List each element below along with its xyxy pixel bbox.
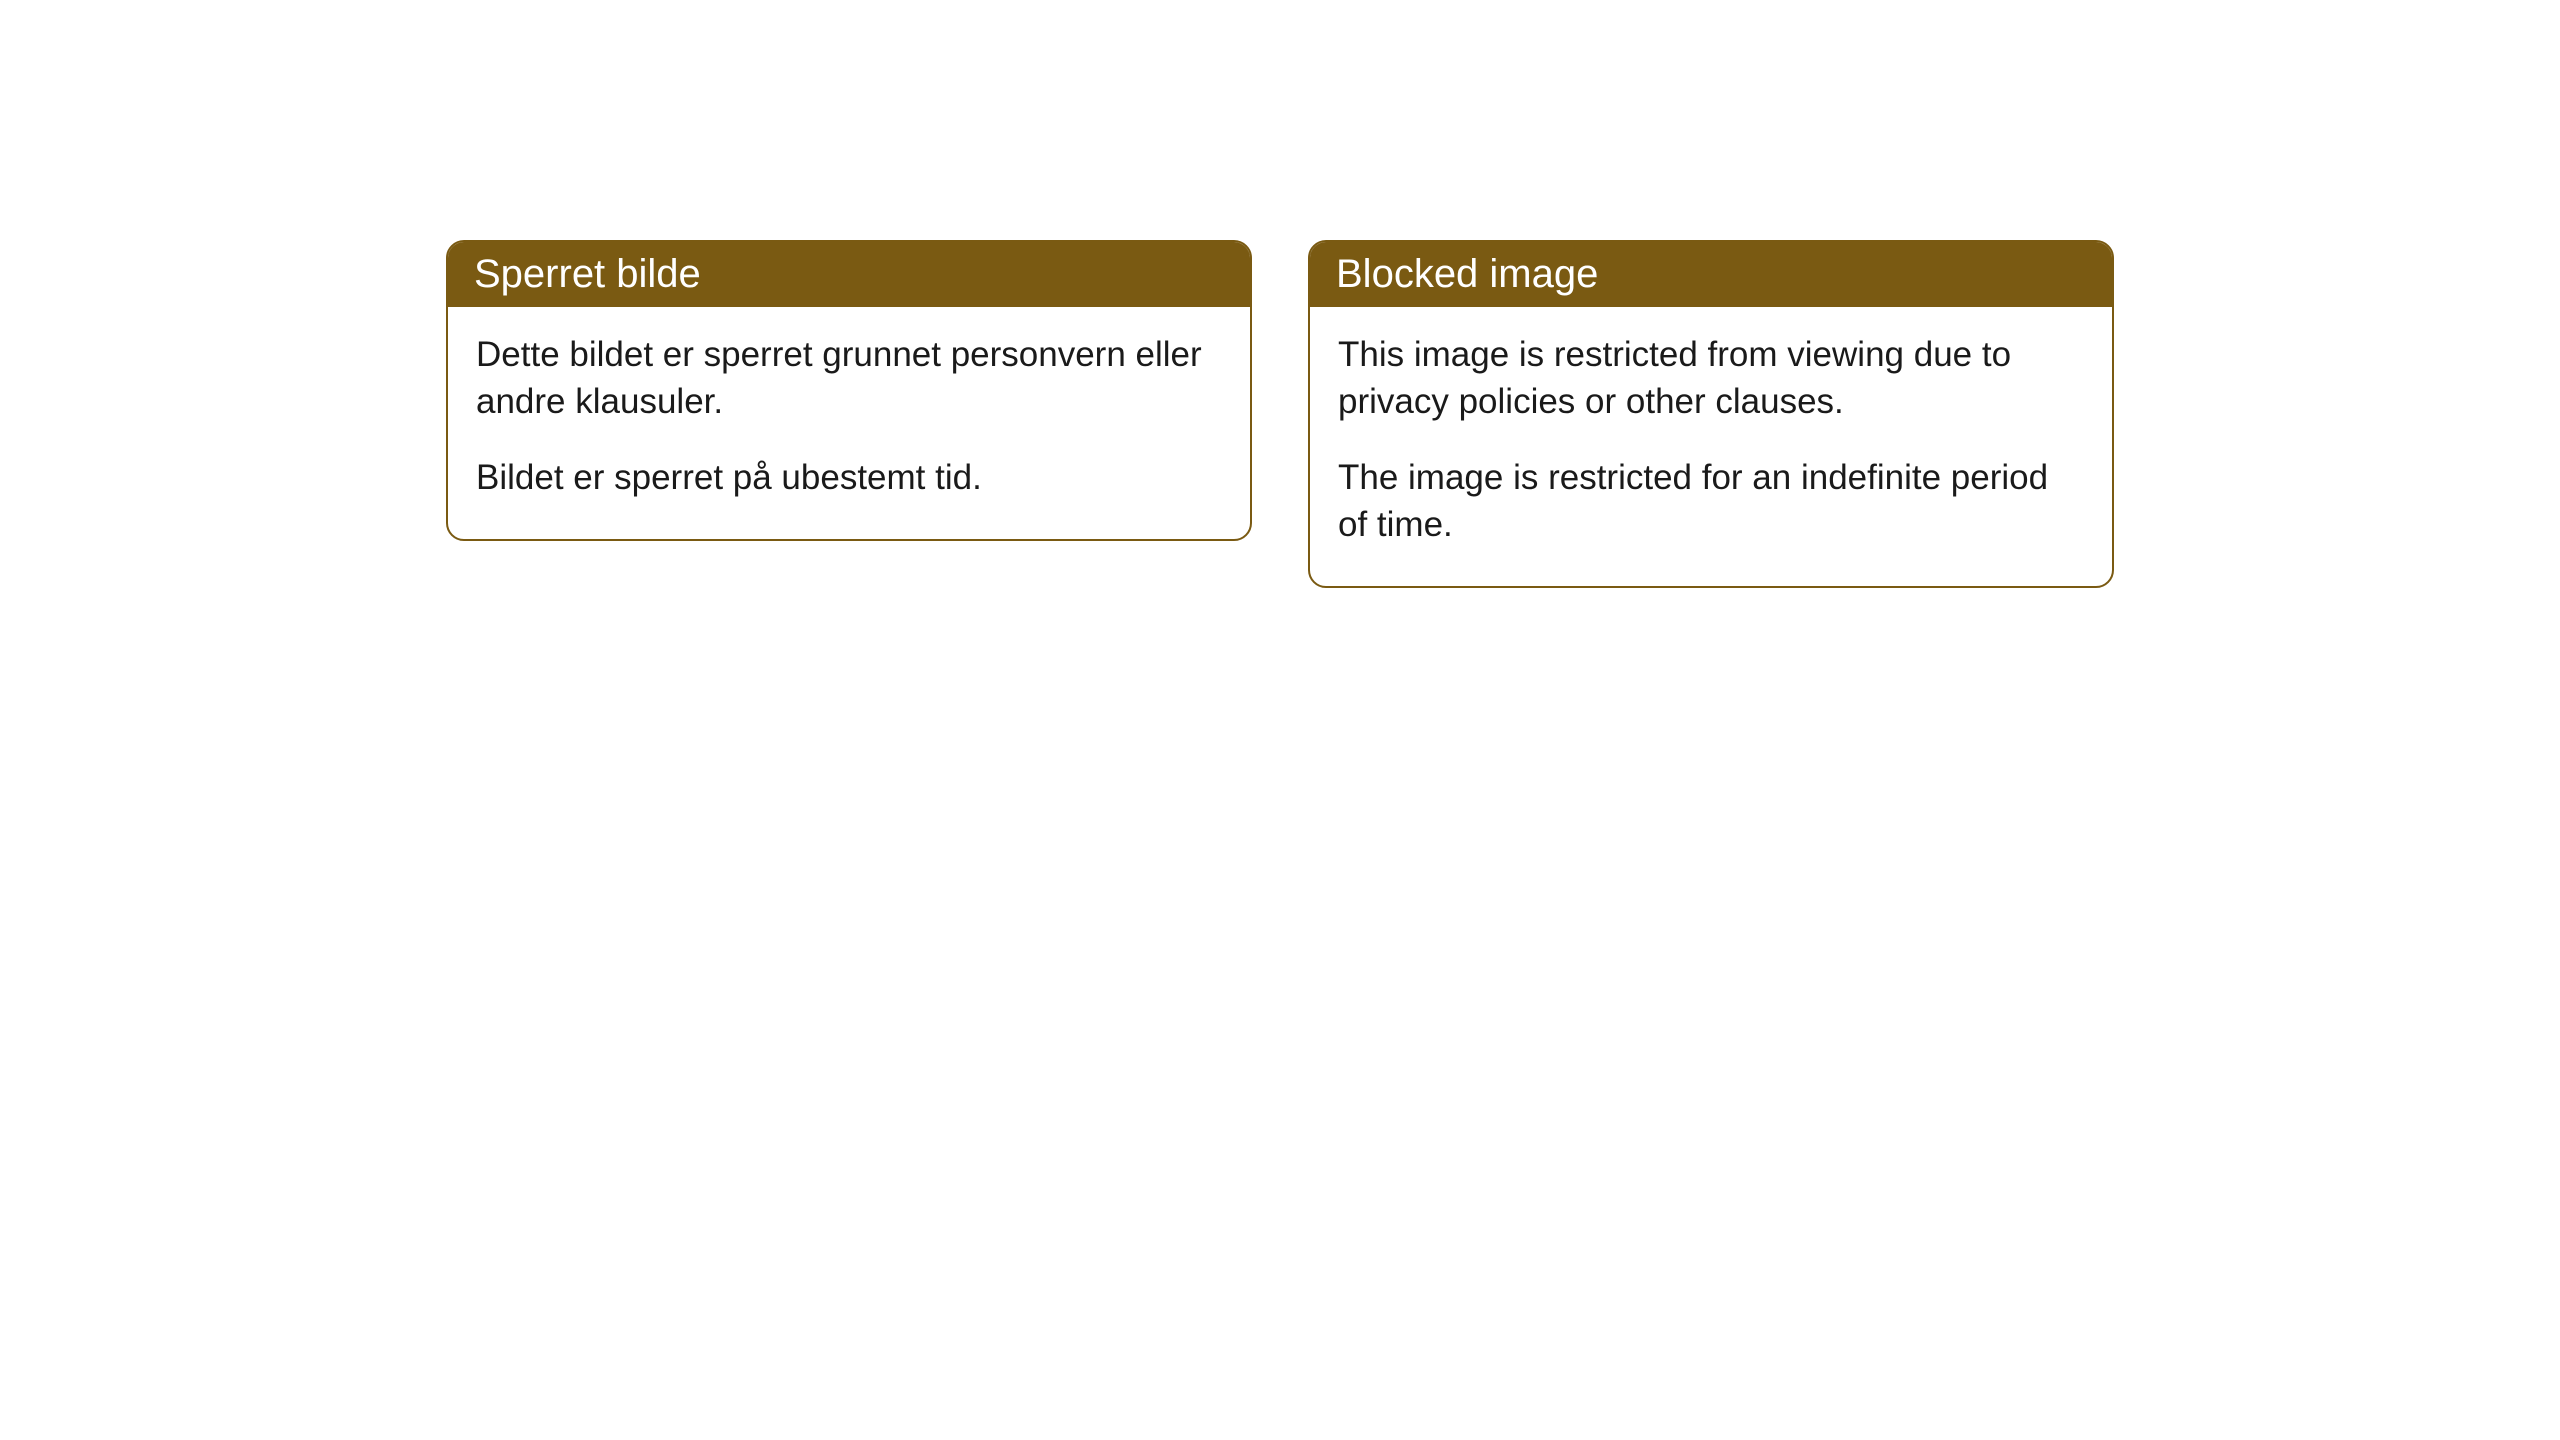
card-paragraph: Dette bildet er sperret grunnet personve… [476,331,1222,426]
notice-container: Sperret bilde Dette bildet er sperret gr… [446,240,2114,1440]
card-paragraph: Bildet er sperret på ubestemt tid. [476,454,1222,501]
card-body: Dette bildet er sperret grunnet personve… [448,307,1250,539]
notice-card-norwegian: Sperret bilde Dette bildet er sperret gr… [446,240,1252,541]
card-title: Blocked image [1336,252,1598,296]
card-paragraph: The image is restricted for an indefinit… [1338,454,2084,549]
card-header: Sperret bilde [448,242,1250,307]
card-title: Sperret bilde [474,252,701,296]
card-paragraph: This image is restricted from viewing du… [1338,331,2084,426]
notice-card-english: Blocked image This image is restricted f… [1308,240,2114,588]
card-body: This image is restricted from viewing du… [1310,307,2112,586]
card-header: Blocked image [1310,242,2112,307]
